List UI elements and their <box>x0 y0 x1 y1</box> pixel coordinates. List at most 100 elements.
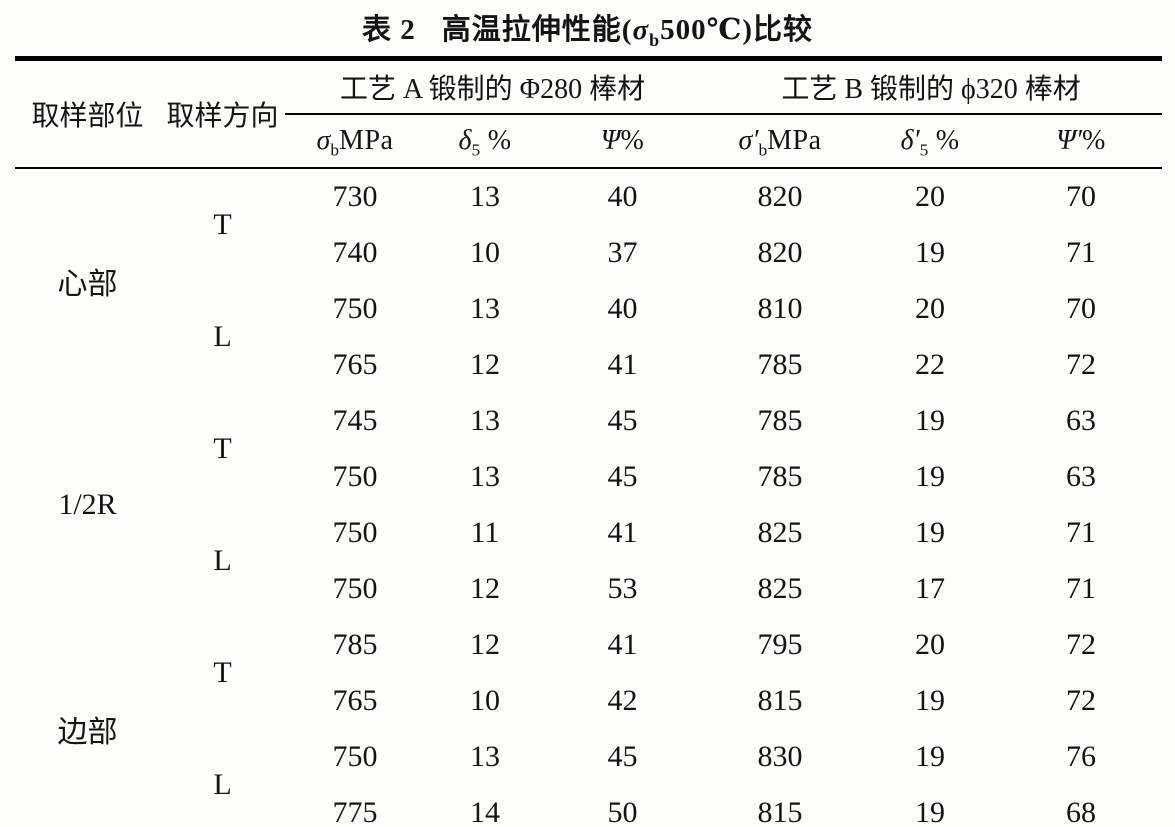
table-cell: 750 <box>332 740 378 773</box>
table-row: L 750 13 45 830 19 76 <box>15 729 1162 801</box>
table-cell: 745 <box>332 404 378 437</box>
table-cell: 795 <box>757 628 803 661</box>
table-body: 心部 T 730 13 40 820 20 70 740 10 37 820 1… <box>15 168 1162 827</box>
table-cell: 13 <box>470 740 500 773</box>
table-cell: 12 <box>470 348 500 381</box>
table-row: L 750 13 40 810 20 70 <box>15 281 1162 353</box>
table-cell: 785 <box>757 348 803 381</box>
table-row: 765 10 42 815 19 72 <box>15 673 1162 729</box>
table-cell: 14 <box>470 796 500 827</box>
table-cell: 730 <box>332 180 378 213</box>
table-cell: 53 <box>607 572 638 605</box>
table-row: 750 12 53 825 17 71 <box>15 561 1162 617</box>
table-cell: 10 <box>470 236 500 269</box>
table-cell: 825 <box>757 572 803 605</box>
table-cell: 71 <box>1066 516 1097 549</box>
table-row: 750 13 45 785 19 63 <box>15 449 1162 505</box>
table-cell: 40 <box>607 292 638 325</box>
table-row: 740 10 37 820 19 71 <box>15 225 1162 281</box>
table-cell: 41 <box>607 628 638 661</box>
table-cell: 775 <box>332 796 378 827</box>
table-cell: 71 <box>1066 572 1097 605</box>
table-cell: 45 <box>607 460 638 493</box>
table-cell: 830 <box>757 740 803 773</box>
col-header-direction: 取样方向 <box>160 58 285 169</box>
caption-sigma-subscript: b <box>649 29 661 50</box>
table-cell: 63 <box>1066 460 1097 493</box>
table-cell: 815 <box>757 684 803 717</box>
table-cell: 765 <box>332 348 378 381</box>
caption-label: 表 2 <box>362 14 416 46</box>
group-header-process-b: 工艺 B 锻制的 ϕ320 棒材 <box>700 58 1163 115</box>
tensile-properties-table: 取样部位 取样方向 工艺 A 锻制的 Φ280 棒材 工艺 B 锻制的 ϕ320… <box>15 56 1163 827</box>
table-row: L 750 11 41 825 19 71 <box>15 505 1162 577</box>
group-header-process-a: 工艺 A 锻制的 Φ280 棒材 <box>285 58 701 115</box>
col-header-psi-prime: Ψ′% <box>1000 114 1163 169</box>
table-cell: 11 <box>470 516 500 549</box>
table-cell: 750 <box>332 516 378 549</box>
caption-text-after: 500℃)比较 <box>660 14 813 46</box>
table-cell: 19 <box>915 404 946 437</box>
table-cell: 70 <box>1066 292 1097 325</box>
table-cell: 63 <box>1066 404 1097 437</box>
table-cell: 820 <box>757 236 803 269</box>
table-row: 边部 T 785 12 41 795 20 72 <box>15 617 1162 749</box>
direction-cell: L <box>213 544 232 577</box>
table-cell: 785 <box>757 460 803 493</box>
table-cell: 19 <box>915 796 946 827</box>
direction-cell: T <box>213 656 232 689</box>
col-header-delta-5: δ5 % <box>425 114 545 169</box>
table-cell: 20 <box>915 628 946 661</box>
table-row: 765 12 41 785 22 72 <box>15 337 1162 393</box>
direction-cell: L <box>213 768 232 801</box>
table-cell: 20 <box>915 292 946 325</box>
table-cell: 17 <box>915 572 946 605</box>
table-cell: 70 <box>1066 180 1097 213</box>
table-row: 1/2R T 745 13 45 785 19 63 <box>15 393 1162 521</box>
table-cell: 76 <box>1066 740 1097 773</box>
table-cell: 750 <box>332 572 378 605</box>
direction-cell: T <box>213 208 232 241</box>
table-cell: 72 <box>1066 348 1097 381</box>
table-cell: 740 <box>332 236 378 269</box>
table-cell: 20 <box>915 180 946 213</box>
col-header-location: 取样部位 <box>15 58 160 169</box>
table-header: 取样部位 取样方向 工艺 A 锻制的 Φ280 棒材 工艺 B 锻制的 ϕ320… <box>15 58 1163 169</box>
table-cell: 37 <box>607 236 638 269</box>
table-cell: 19 <box>915 460 946 493</box>
table-cell: 22 <box>915 348 946 381</box>
table-cell: 45 <box>607 404 638 437</box>
col-header-sigma-b-prime: σ′bMPa <box>700 114 861 169</box>
table-row: 心部 T 730 13 40 820 20 70 <box>15 168 1162 301</box>
col-header-psi: Ψ% <box>545 114 701 169</box>
table-cell: 50 <box>607 796 638 827</box>
table-cell: 19 <box>915 684 946 717</box>
table-cell: 750 <box>332 292 378 325</box>
table-cell: 12 <box>470 572 500 605</box>
group-header-row: 取样部位 取样方向 工艺 A 锻制的 Φ280 棒材 工艺 B 锻制的 ϕ320… <box>15 58 1163 169</box>
table-cell: 12 <box>470 628 500 661</box>
sub-header-row: σbMPa δ5 % Ψ% σ′bMPa δ′5 % Ψ′% <box>15 114 1163 169</box>
table-caption: 表 2 高温拉伸性能(σb500℃)比较 <box>0 0 1175 56</box>
col-header-sigma-b: σbMPa <box>285 114 425 169</box>
table-cell: 41 <box>607 348 638 381</box>
table-cell: 825 <box>757 516 803 549</box>
direction-cell: L <box>213 320 232 353</box>
location-cell-core: 心部 <box>57 268 118 301</box>
location-cell-edge: 边部 <box>57 716 118 749</box>
location-cell-half-radius: 1/2R <box>58 488 117 521</box>
table-cell: 72 <box>1066 628 1097 661</box>
table-cell: 40 <box>607 180 638 213</box>
table-cell: 45 <box>607 740 638 773</box>
table-cell: 10 <box>470 684 500 717</box>
table-cell: 13 <box>470 292 500 325</box>
table-cell: 19 <box>915 236 946 269</box>
table-cell: 785 <box>332 628 378 661</box>
table-cell: 815 <box>757 796 803 827</box>
table-cell: 765 <box>332 684 378 717</box>
table-row: 775 14 50 815 19 68 <box>15 785 1162 827</box>
table-cell: 71 <box>1066 236 1097 269</box>
table-cell: 41 <box>607 516 638 549</box>
table-cell: 13 <box>470 180 500 213</box>
